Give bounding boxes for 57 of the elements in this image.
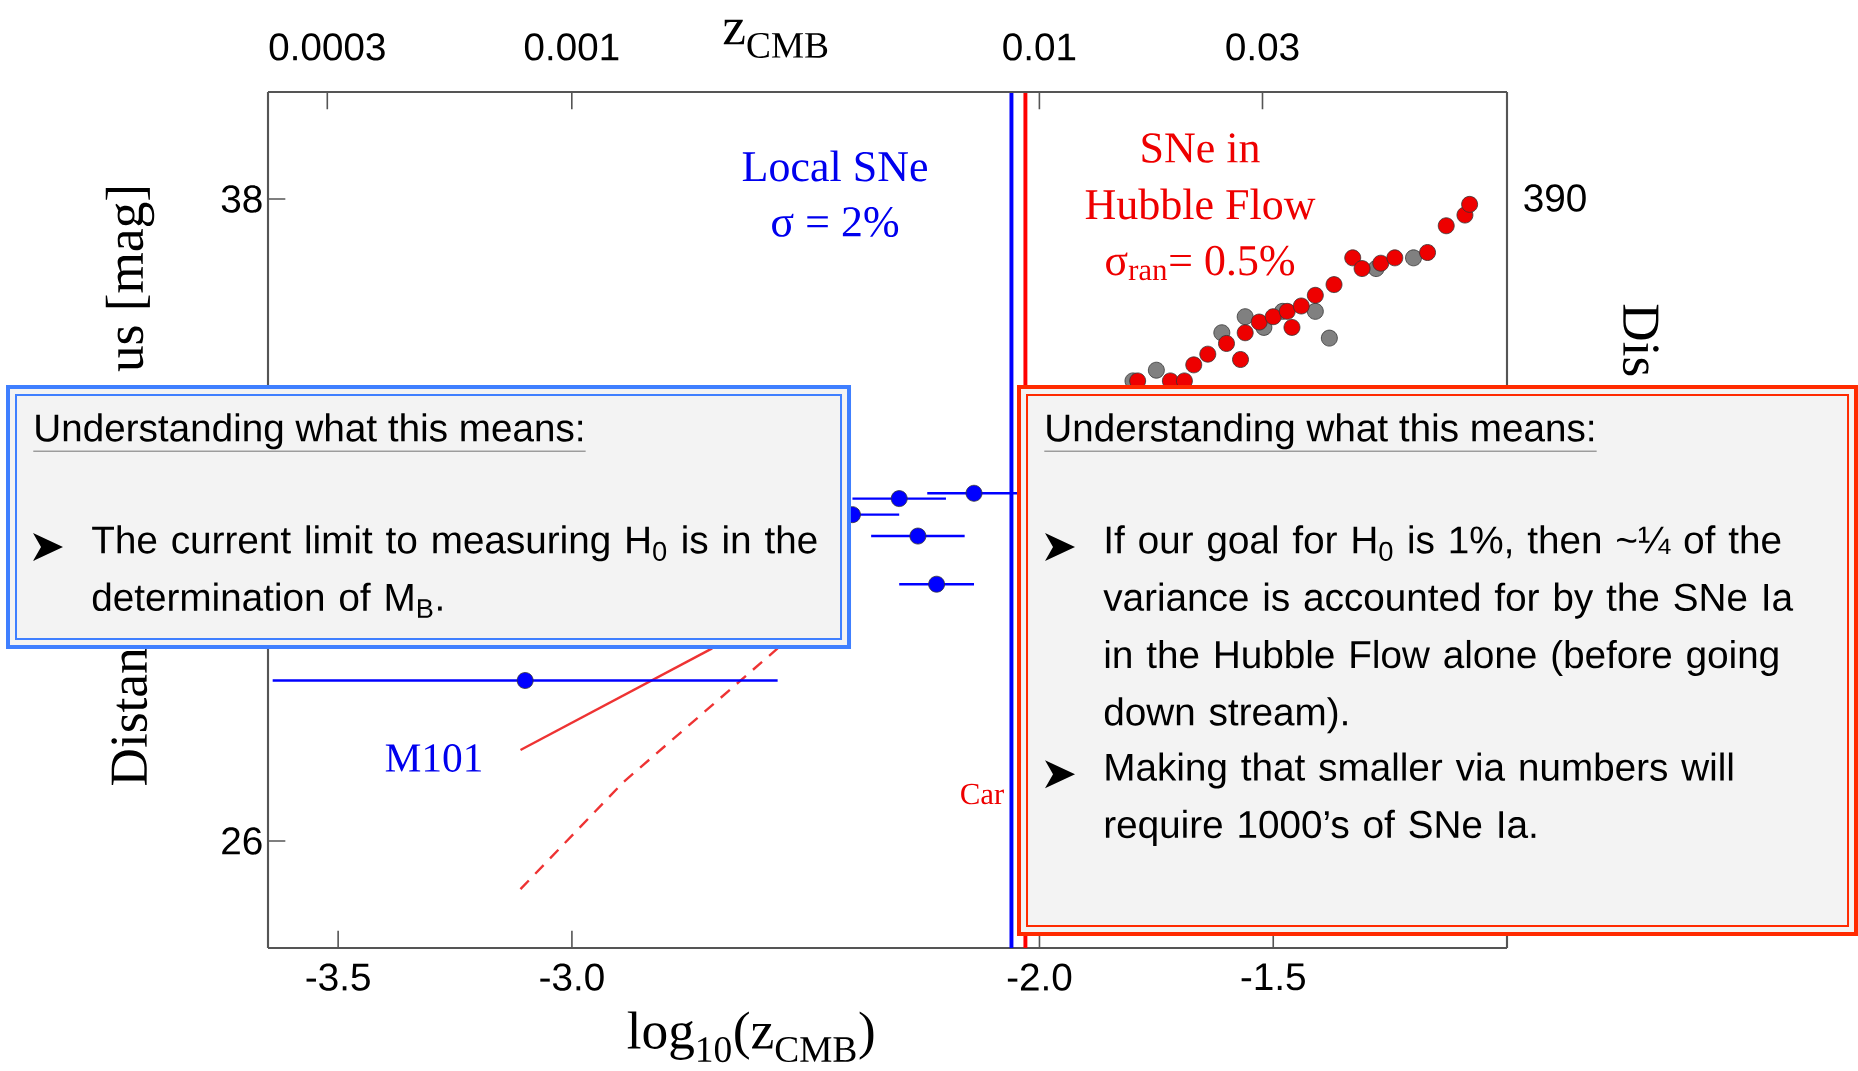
x-tick-label: -1.5 (1241, 963, 1305, 991)
x2-axis-title: z$_{CMB}$ (723, 19, 828, 58)
x2-tick-label: 0.03 (1226, 33, 1299, 61)
x-tick-label: -3.5 (306, 963, 370, 991)
point (1147, 361, 1165, 379)
point (1278, 302, 1296, 320)
point (1353, 260, 1371, 277)
annotation: Car (961, 783, 1004, 805)
point (1236, 308, 1254, 326)
point (928, 575, 945, 593)
annotation: Hubble Flow (1085, 188, 1316, 220)
x-axis-title: log$_{10}$(z$_{CMB}$) (627, 1011, 874, 1063)
y-axis-title: Distan (111, 648, 148, 785)
point (909, 527, 927, 545)
point (1283, 319, 1301, 336)
annotation: Understanding what this means: (1047, 413, 1594, 450)
annotation: Local SNe (742, 150, 927, 182)
point (1306, 286, 1324, 304)
x-tick-label: -2.0 (1007, 963, 1072, 991)
y-tick-label: 38 (221, 185, 262, 213)
x2-tick-label: 0.01 (1003, 33, 1076, 61)
annotation: Making that smaller via numbers will require 1000’s of SNe Ia. (1105, 752, 1733, 846)
annotation: If our goal for H$_{0}$ is 1%, then ~¼ of the variance is accounted for by the SNe Ia in the Hubble Flow alone (before going down stream). (1103, 525, 1794, 734)
point (1386, 249, 1404, 267)
point (1250, 313, 1268, 331)
point (965, 484, 983, 502)
y2-axis-title: Dis (1622, 304, 1659, 376)
point (1185, 356, 1203, 374)
x-tick-label: -3.0 (540, 963, 604, 991)
point (1372, 254, 1390, 272)
text: us [mag] (105, 187, 155, 372)
point (1218, 335, 1235, 352)
point (1344, 249, 1362, 267)
annotation: SNe in (1142, 133, 1260, 163)
y-tick-label: 26 (222, 827, 262, 855)
point (1437, 217, 1455, 235)
text: 390 (1524, 184, 1586, 212)
point (1264, 308, 1282, 326)
point (1306, 302, 1324, 320)
x2-tick-label: 0.0003 (269, 33, 385, 61)
text: The current limit to measuring H$_{0}$ is in the determination of M$_{B}$. (92, 525, 817, 618)
point (1236, 324, 1254, 342)
annotation: Understanding what this means: (36, 413, 583, 450)
point (1461, 195, 1479, 213)
point (516, 672, 534, 689)
point (1320, 329, 1338, 347)
point (1325, 276, 1343, 294)
point (1199, 345, 1217, 363)
point (1405, 249, 1422, 267)
point (1419, 244, 1436, 261)
x2-tick-label: 0.001 (524, 33, 619, 61)
point (1292, 297, 1310, 315)
point (890, 490, 908, 508)
annotation: σ = 2% (772, 207, 899, 237)
annotation: σ$_{ran}$= 0.5% (1106, 245, 1295, 281)
point (1232, 351, 1249, 368)
annotation: M101 (385, 744, 481, 772)
